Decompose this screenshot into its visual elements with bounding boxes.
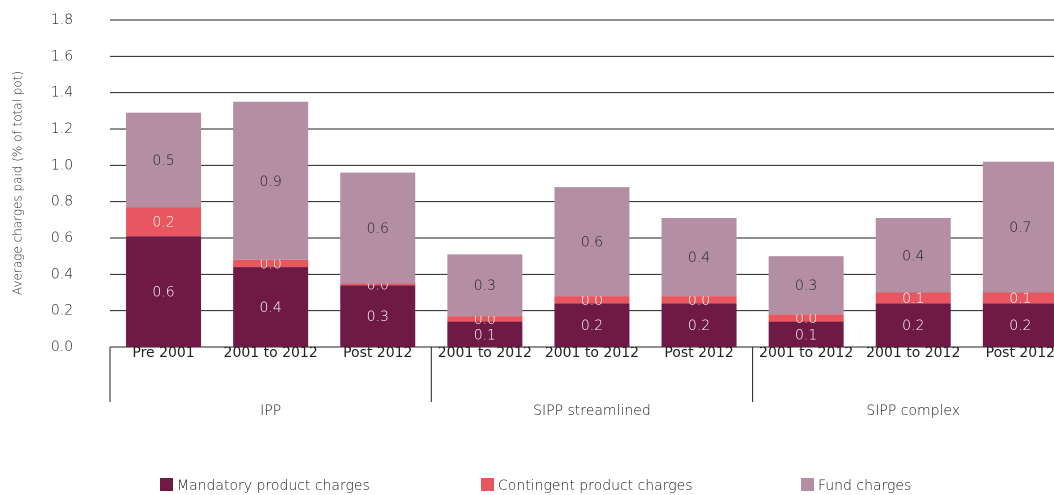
bar-segment [768, 321, 844, 347]
legend-swatch [801, 478, 814, 491]
bar-segment [340, 285, 416, 347]
legend-swatch [481, 478, 494, 491]
data-label: 0.5 [152, 153, 174, 169]
data-label: 0.2 [152, 215, 174, 231]
x-tick-label: Post 2012 [985, 345, 1054, 361]
bar-segment [233, 267, 309, 347]
y-tick-label: 0.8 [51, 194, 73, 210]
x-tick-label: Post 2012 [343, 345, 413, 361]
data-label: 0.4 [902, 248, 924, 264]
data-label: 0.6 [581, 235, 603, 251]
y-tick-label: 1.6 [51, 48, 73, 64]
data-label: 0.2 [902, 318, 924, 334]
y-tick-label: 1.4 [51, 85, 73, 101]
data-label: 0.1 [795, 327, 817, 343]
y-tick-label: 1.8 [51, 12, 73, 28]
data-label: 0.1 [1009, 291, 1031, 307]
data-label: 0.1 [474, 327, 496, 343]
bar-segment [447, 316, 523, 322]
y-tick-label: 0.2 [51, 303, 73, 319]
bar-segment [554, 187, 630, 297]
bar-segment [875, 303, 951, 347]
group-label: SIPP streamlined [533, 403, 651, 419]
legend-label: Mandatory product charges [177, 478, 370, 494]
bar-segment [126, 207, 202, 237]
bar-segment [340, 283, 416, 286]
bar-segment [233, 259, 309, 268]
bar-segment [126, 112, 202, 208]
bar-segment [233, 101, 309, 260]
y-tick-label: 0.6 [51, 230, 73, 246]
x-tick-label: 2001 to 2012 [866, 345, 961, 361]
bar-segment [554, 296, 630, 304]
data-label: 0.0 [260, 256, 282, 272]
bar-segment [768, 314, 844, 322]
legend-label: Fund charges [818, 478, 911, 494]
data-label: 0.4 [688, 250, 710, 266]
x-tick-label: Post 2012 [664, 345, 734, 361]
bar-segment [340, 172, 416, 284]
data-label: 0.0 [581, 293, 603, 309]
x-tick-label: 2001 to 2012 [223, 345, 318, 361]
data-label: 0.3 [795, 278, 817, 294]
data-label: 0.2 [581, 318, 603, 334]
bar-segment [126, 236, 202, 347]
data-label: 0.7 [1009, 220, 1031, 236]
data-label: 0.0 [795, 311, 817, 327]
data-label: 0.3 [367, 309, 389, 325]
y-tick-label: 0.4 [51, 266, 73, 282]
bar-segment [982, 161, 1054, 293]
bar-segment [554, 303, 630, 347]
data-label: 0.6 [152, 285, 174, 301]
data-label: 0.9 [260, 174, 282, 190]
bar-segment [875, 292, 951, 304]
bar-segment [447, 321, 523, 347]
x-tick-label: Pre 2001 [132, 345, 195, 361]
data-label: 0.3 [474, 278, 496, 294]
x-tick-label: 2001 to 2012 [437, 345, 532, 361]
group-label: SIPP complex [866, 403, 960, 419]
legend-swatch [160, 478, 173, 491]
x-tick-label: 2001 to 2012 [759, 345, 854, 361]
legend-label: Contingent product charges [498, 478, 693, 494]
data-label: 0.2 [1009, 318, 1031, 334]
x-tick-label: 2001 to 2012 [544, 345, 640, 361]
bar-segment [447, 254, 523, 317]
data-label: 0.0 [688, 293, 710, 309]
group-label: IPP [260, 403, 281, 419]
bar-segment [768, 256, 844, 315]
data-label: 0.6 [367, 221, 389, 237]
bar-segment [661, 303, 737, 347]
data-label: 0.1 [902, 291, 924, 307]
bar-segment [661, 218, 737, 297]
data-label: 0.4 [260, 300, 282, 316]
y-axis-label: Average charges paid (% of total pot) [11, 71, 25, 295]
bar-segment [875, 218, 951, 293]
bar-segment [982, 303, 1054, 347]
bar-segment [982, 292, 1054, 304]
y-tick-label: 0.0 [51, 339, 73, 355]
data-label: 0.2 [688, 318, 710, 334]
y-tick-label: 1.0 [51, 157, 73, 173]
y-tick-label: 1.2 [51, 121, 73, 137]
bar-segment [661, 296, 737, 304]
